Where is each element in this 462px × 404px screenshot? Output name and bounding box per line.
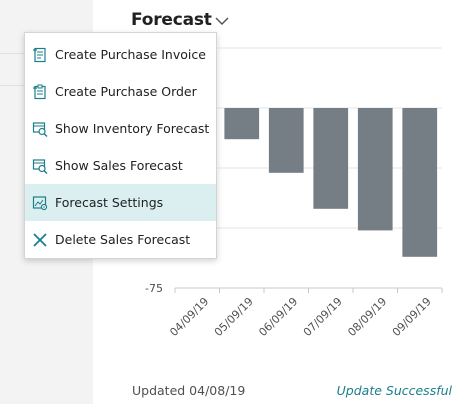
purchase-invoice-icon	[31, 46, 49, 64]
menu-item-delete-sales-forecast[interactable]: Delete Sales Forecast	[25, 221, 216, 258]
delete-icon	[31, 231, 49, 249]
inventory-forecast-icon	[31, 120, 49, 138]
menu-item-label: Create Purchase Invoice	[55, 47, 206, 62]
bar[interactable]	[268, 108, 304, 173]
bar[interactable]	[357, 108, 393, 231]
x-tick-label: 08/09/19	[345, 295, 389, 339]
x-tick-label: 06/09/19	[256, 295, 300, 339]
menu-item-show-sales-forecast[interactable]: Show Sales Forecast	[25, 147, 216, 184]
updated-timestamp: Updated 04/08/19	[132, 383, 246, 398]
bar[interactable]	[402, 108, 438, 257]
sales-forecast-icon	[31, 157, 49, 175]
card-title-dropdown[interactable]: Forecast	[131, 8, 229, 32]
menu-item-label: Create Purchase Order	[55, 84, 197, 99]
menu-item-create-purchase-invoice[interactable]: Create Purchase Invoice	[25, 36, 216, 73]
x-tick-label: 07/09/19	[301, 295, 345, 339]
x-tick-label: 09/09/19	[390, 295, 434, 339]
y-tick-label: -75	[145, 282, 163, 295]
menu-item-label: Show Inventory Forecast	[55, 121, 210, 136]
actions-menu: Create Purchase Invoice Create Purchase …	[24, 32, 217, 259]
update-status: Update Successful	[336, 383, 452, 398]
chevron-down-icon	[215, 17, 229, 25]
bar[interactable]	[224, 108, 260, 140]
menu-item-label: Show Sales Forecast	[55, 158, 183, 173]
menu-item-forecast-settings[interactable]: Forecast Settings	[25, 184, 216, 221]
menu-item-create-purchase-order[interactable]: Create Purchase Order	[25, 73, 216, 110]
bar[interactable]	[313, 108, 349, 209]
menu-item-label: Forecast Settings	[55, 195, 164, 210]
x-tick-label: 05/09/19	[212, 295, 256, 339]
card-title: Forecast	[131, 10, 212, 30]
settings-icon	[31, 194, 49, 212]
menu-item-show-inventory-forecast[interactable]: Show Inventory Forecast	[25, 110, 216, 147]
x-tick-label: 04/09/19	[167, 295, 211, 339]
menu-item-label: Delete Sales Forecast	[55, 232, 191, 247]
purchase-order-icon	[31, 83, 49, 101]
